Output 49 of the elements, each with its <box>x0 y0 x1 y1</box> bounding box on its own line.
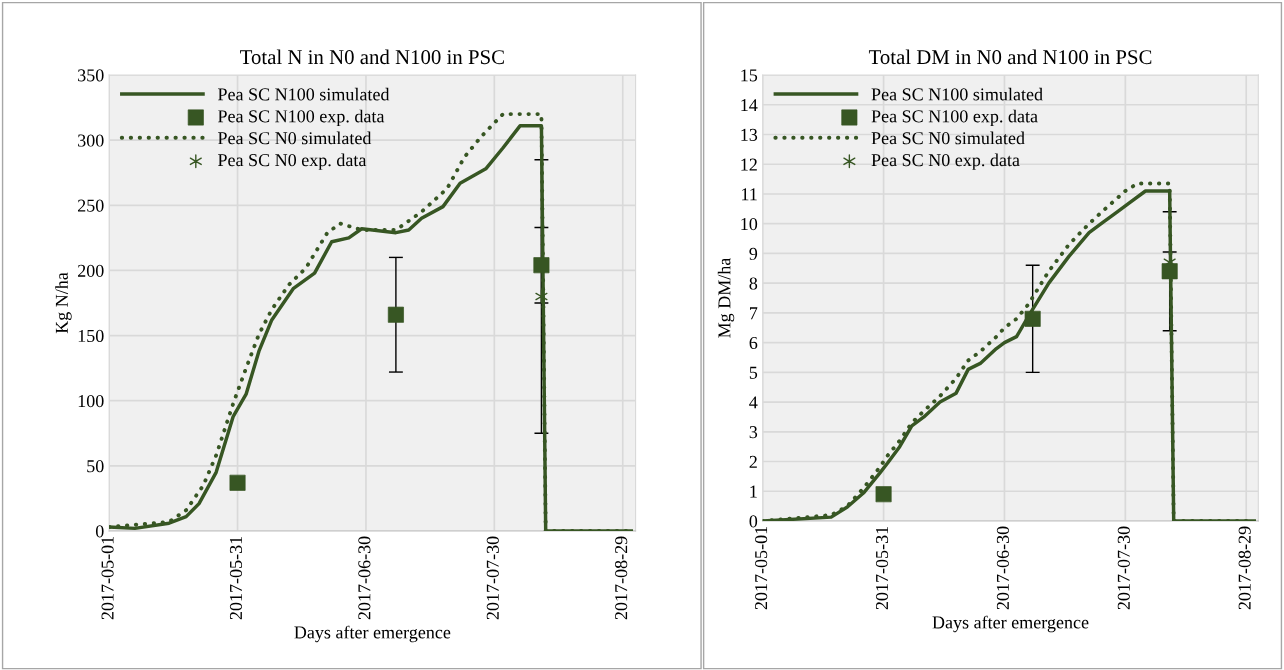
y-tick-label: 8 <box>749 277 758 290</box>
y-tick-label: 4 <box>749 396 758 409</box>
x-tick-label: 2017-08-29 <box>615 536 628 620</box>
legend-label: Pea SC N0 simulated <box>871 131 1025 145</box>
legend-label: Pea SC N100 exp. data <box>871 109 1038 127</box>
y-tick-label: 200 <box>77 264 104 277</box>
y-tick-label: 1 <box>750 485 757 498</box>
y-tick-label: 7 <box>750 307 758 320</box>
y-tick-label: 6 <box>749 336 758 350</box>
y-tick-label: 9 <box>749 247 758 260</box>
y-tick-label: 13 <box>741 128 758 141</box>
y-tick-label: 0 <box>749 515 758 528</box>
y-tick-label: 11 <box>742 188 757 201</box>
x-axis-title: Days after emergence <box>294 625 451 643</box>
x-tick-label: 2017-07-30 <box>1117 526 1130 610</box>
chart-title: Total DM in N0 and N100 in PSC <box>868 49 1152 65</box>
legend-label: Pea SC N0 simulated <box>217 131 372 145</box>
x-tick-label: 2017-07-30 <box>486 536 499 620</box>
chart-title: Total N in N0 and N100 in PSC <box>240 49 504 65</box>
x-tick-label: 2017-05-31 <box>229 536 243 620</box>
legend-label: Pea SC N0 exp. data <box>871 153 1020 170</box>
y-axis-title: Mg DM/ha <box>717 257 735 338</box>
x-tick-label: 2017-06-30 <box>996 526 1009 610</box>
y-tick-label: 250 <box>77 199 104 212</box>
legend-label: Pea SC N0 exp. data <box>217 153 367 170</box>
y-tick-label: 5 <box>749 366 758 379</box>
y-tick-label: 10 <box>741 217 758 231</box>
y-tick-label: 150 <box>78 329 104 343</box>
y-tick-label: 15 <box>741 69 758 82</box>
x-tick-label: 2017-05-01 <box>755 526 768 610</box>
y-tick-label: 14 <box>741 99 758 112</box>
x-tick-label: 2017-08-29 <box>1238 526 1251 610</box>
x-axis-title: Days after emergence <box>932 615 1089 633</box>
x-tick-label: 2017-05-01 <box>101 536 114 620</box>
legend-label: Pea SC N100 simulated <box>871 87 1043 101</box>
y-tick-label: 3 <box>749 426 758 439</box>
y-tick-label: 50 <box>87 460 104 473</box>
point <box>535 289 548 304</box>
y-tick-label: 100 <box>78 394 104 408</box>
y-tick-label: 12 <box>741 158 757 171</box>
x-tick-label: 2017-05-31 <box>875 526 889 610</box>
y-tick-label: 300 <box>78 134 104 147</box>
x-tick-label: 2017-06-30 <box>358 536 371 620</box>
y-tick-label: 350 <box>78 69 104 82</box>
y-tick-label: 2 <box>749 455 757 468</box>
y-axis-title: Kg N/ha <box>55 272 72 334</box>
legend-label: Pea SC N100 simulated <box>217 87 390 101</box>
legend-label: Pea SC N100 exp. data <box>217 109 385 127</box>
y-tick-label: 0 <box>95 525 104 538</box>
